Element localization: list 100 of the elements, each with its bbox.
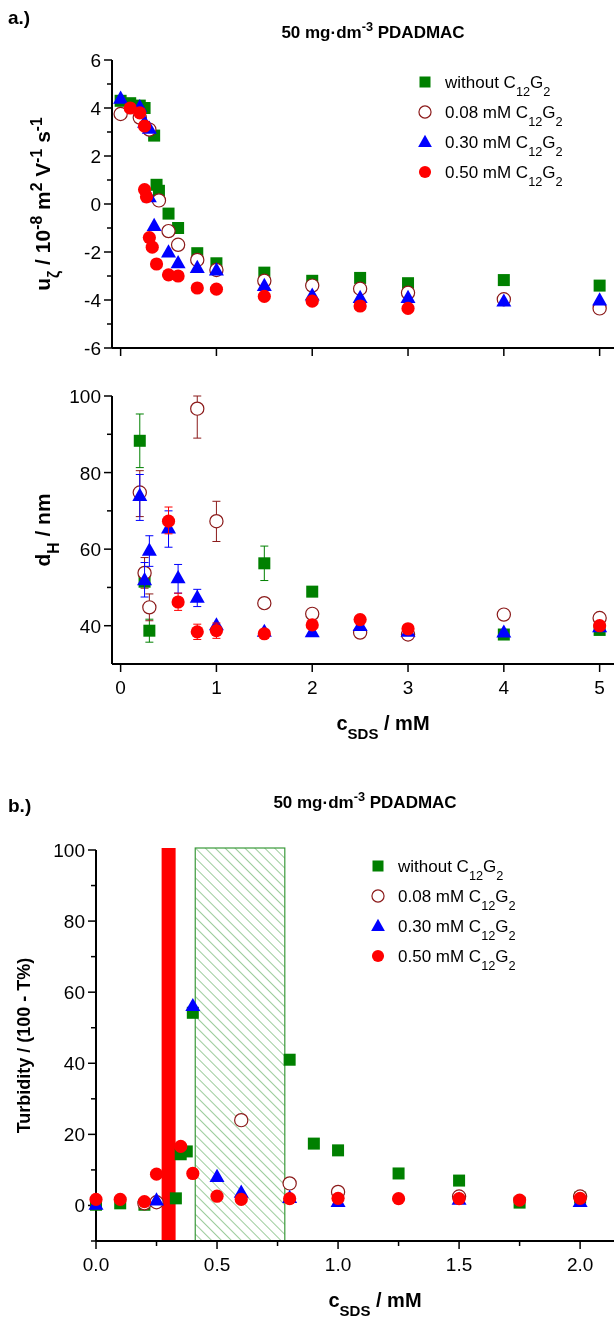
y-tick-label: 20 [63,1124,85,1146]
text: a.) [8,7,31,28]
point [282,1176,297,1191]
chart-title: 50 mg·dm$^{-3}$ PDADMAC [273,788,457,812]
point [257,595,272,611]
x-tick-label: 3 [402,677,414,698]
point [185,997,201,1012]
point [593,279,606,292]
y-tick-label: -6 [84,338,101,359]
point [307,1137,320,1150]
point [170,255,186,269]
point [190,401,205,416]
point [305,294,319,308]
y-tick-label: 0 [90,194,101,215]
point [306,585,319,598]
x-tick-label: 4 [498,677,510,698]
point [496,624,512,638]
point [234,1112,249,1128]
legend-label: 0.50 mM C$_{12}$G$_{2}$ [398,947,516,973]
point [133,106,147,120]
point [401,301,415,315]
point [209,1168,225,1183]
x-tick-label: 2.0 [566,1254,594,1275]
y-tick-label: 2 [90,146,101,167]
point [149,257,164,271]
point [149,1192,165,1206]
point [353,299,367,313]
legend-label: 0.08 mM C$_{12}$G$_{2}$ [445,103,563,129]
x-tick-label: 1 [211,677,222,698]
point [133,434,146,447]
point [257,289,271,303]
y-tick-label: 100 [53,840,85,861]
x-tick-label: 1.5 [445,1254,473,1275]
x-tick-label: 0.0 [82,1254,110,1275]
point [145,240,159,254]
point [453,1174,466,1187]
y-tick-label: 40 [63,1053,85,1075]
y-tick-label: 80 [63,911,85,933]
point [161,244,177,258]
y-axis-title: Turbidity / (100 - T%) [14,957,34,1134]
point [305,618,319,632]
point [174,1139,188,1154]
point [170,237,186,252]
point [137,119,152,133]
point [353,612,367,627]
y-tick-label: 4 [90,98,102,119]
point [162,207,175,220]
legend-label: 0.08 mM C$_{12}$G$_{2}$ [398,887,516,913]
point [146,217,162,231]
point [171,269,185,283]
point [283,1053,296,1066]
point [149,1167,164,1181]
point [190,281,204,295]
x-tick-label: 0.5 [203,1254,231,1275]
point [258,557,271,570]
point [497,274,510,287]
text: b.) [8,795,32,816]
point [161,514,176,528]
legend-label: without C$_{12}$G$_{2}$ [444,73,551,99]
y-tick-label: 100 [69,386,101,407]
x-tick-label: 5 [594,677,605,698]
y-tick-label: -2 [84,242,101,263]
legend-label: 0.30 mM C$_{12}$G$_{2}$ [398,917,516,943]
point [392,1167,405,1180]
point [256,277,272,291]
y-tick-label: 60 [63,982,85,1004]
point [332,1144,345,1157]
point [257,627,271,641]
y-tick-label: 6 [90,50,101,71]
point [189,259,205,273]
y-tick-label: 40 [79,615,101,637]
point [170,570,186,584]
y-tick-label: 80 [79,462,101,484]
point [210,1189,224,1203]
legend-label: 0.50 mM C$_{12}$G$_{2}$ [445,163,563,189]
y-tick-label: 0 [74,1195,85,1217]
x-axis-title: c$_{SDS}$ / mM [336,712,430,742]
point [161,223,176,239]
point [113,1192,127,1207]
point [305,278,320,293]
point [113,106,128,122]
chart-title: 50 mg·dm$^{-3}$ PDADMAC [281,18,465,42]
y-tick-label: 60 [79,539,101,561]
point [137,571,153,586]
point [186,1166,200,1181]
point [234,1192,248,1207]
point [113,90,129,104]
point [400,289,416,303]
point [496,607,512,622]
point [169,1192,182,1205]
x-tick-label: 1.0 [324,1254,352,1275]
point [209,282,224,296]
point [143,624,156,637]
x-tick-label: 2 [306,677,318,698]
x-axis-title: c$_{SDS}$ / mM [328,1289,422,1319]
point [89,1192,103,1207]
y-tick-label: -4 [84,290,102,311]
point [209,513,224,529]
legend-label: 0.30 mM C$_{12}$G$_{2}$ [445,133,563,159]
x-tick-label: 0 [115,677,126,698]
